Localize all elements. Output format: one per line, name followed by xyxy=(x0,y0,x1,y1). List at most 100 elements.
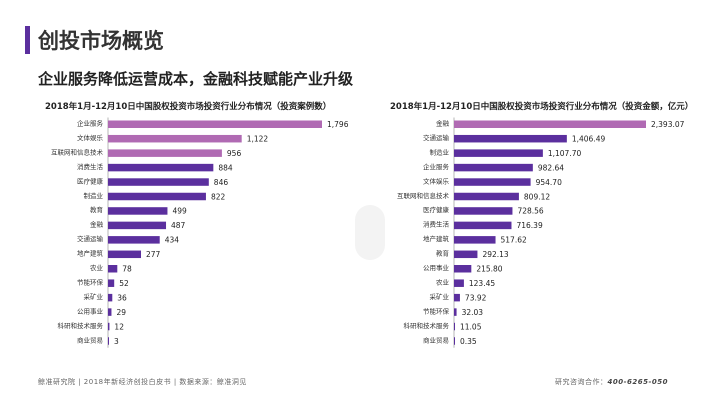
chart-title-cases: 2018年1月-12月10日中国股权投资市场投资行业分布情况（投资案例数） xyxy=(45,102,332,112)
title-accent-bar xyxy=(25,26,30,54)
category-label: 采矿业 xyxy=(84,292,104,301)
value-label: 123.45 xyxy=(469,279,495,288)
footer-phone: 400-6265-050 xyxy=(607,378,669,386)
bar xyxy=(108,308,112,316)
category-label: 互联网和信息技术 xyxy=(397,191,450,200)
value-label: 1,406.49 xyxy=(572,134,606,143)
category-label: 企业服务 xyxy=(423,162,450,171)
value-label: 78 xyxy=(122,265,132,274)
value-label: 2,393.07 xyxy=(651,120,685,129)
bar xyxy=(108,178,209,186)
value-label: 292.13 xyxy=(482,250,508,259)
category-label: 公用事业 xyxy=(77,306,104,315)
bar xyxy=(454,293,460,302)
category-label: 科研和技术服务 xyxy=(404,321,450,330)
category-label: 地产建筑 xyxy=(77,249,104,258)
value-label: 32.03 xyxy=(462,308,484,317)
value-label: 487 xyxy=(171,221,186,230)
bar xyxy=(454,337,455,345)
value-label: 982.64 xyxy=(538,163,564,172)
category-label: 节能环保 xyxy=(423,306,450,315)
category-label: 金融 xyxy=(436,119,450,128)
bar xyxy=(108,279,115,287)
category-label: 采矿业 xyxy=(430,292,450,301)
bar xyxy=(108,207,168,215)
category-label: 医疗健康 xyxy=(423,205,450,214)
value-label: 517.62 xyxy=(501,236,527,245)
value-label: 12 xyxy=(114,322,124,331)
category-label: 科研和技术服务 xyxy=(58,321,104,330)
value-label: 3 xyxy=(114,337,119,346)
bar xyxy=(108,265,118,273)
category-label: 公用事业 xyxy=(423,263,450,272)
bar xyxy=(108,337,109,345)
bar xyxy=(108,120,322,128)
category-label: 企业服务 xyxy=(77,119,104,128)
category-label: 地产建筑 xyxy=(423,234,450,243)
value-label: 1,796 xyxy=(327,120,349,129)
bar xyxy=(108,236,160,244)
category-label: 交通运输 xyxy=(423,133,450,142)
value-label: 954.70 xyxy=(536,178,562,187)
bar xyxy=(454,178,531,186)
value-label: 728.56 xyxy=(517,207,543,216)
category-label: 教育 xyxy=(90,205,104,214)
value-label: 822 xyxy=(211,192,226,201)
value-label: 36 xyxy=(117,293,127,302)
value-label: 29 xyxy=(116,308,126,317)
value-label: 956 xyxy=(227,149,242,158)
category-label: 商业贸易 xyxy=(77,335,103,344)
value-label: 716.39 xyxy=(516,221,542,230)
bar xyxy=(108,322,110,331)
watermark-logo xyxy=(355,205,385,260)
value-label: 1,122 xyxy=(247,134,269,143)
bar xyxy=(108,149,222,157)
bar xyxy=(108,192,206,201)
category-label: 商业贸易 xyxy=(423,335,449,344)
category-label: 文体娱乐 xyxy=(77,133,104,142)
bar xyxy=(108,250,142,259)
category-label: 农业 xyxy=(436,277,450,286)
bar xyxy=(454,265,472,273)
chart-amount: 金融 2,393.07 交通运输 1,406.49 制造业 1,107.70 企业服务 982… xyxy=(397,117,685,348)
chart-cases: 企业服务 1,796 文体娱乐 1,122 互联网和信息技术 956 消费生活 884 医疗健康… xyxy=(51,117,349,348)
bar xyxy=(108,163,214,172)
bar xyxy=(454,250,478,259)
bar xyxy=(108,134,242,143)
value-label: 809.12 xyxy=(524,192,550,201)
footer-contact: 研究咨询合作：400-6265-050 xyxy=(555,377,668,387)
value-label: 1,107.70 xyxy=(548,149,582,158)
bar xyxy=(454,149,543,157)
footer-source: 鲸准研究院 | 2018年新经济创投白皮书 | 数据来源：鲸准洞见 xyxy=(38,378,247,386)
category-label: 金融 xyxy=(90,220,104,229)
bar xyxy=(454,308,457,316)
category-label: 农业 xyxy=(90,263,104,272)
category-label: 节能环保 xyxy=(77,277,104,286)
bar xyxy=(454,134,567,143)
value-label: 52 xyxy=(119,279,129,288)
value-label: 11.05 xyxy=(460,322,482,331)
bar xyxy=(454,221,512,230)
category-label: 互联网和信息技术 xyxy=(51,147,104,156)
bar xyxy=(454,163,533,172)
page-title: 创投市场概览 xyxy=(38,29,164,53)
bar xyxy=(454,207,513,215)
value-label: 0.35 xyxy=(460,337,477,346)
category-label: 消费生活 xyxy=(423,220,450,229)
value-label: 215.80 xyxy=(476,265,502,274)
bar xyxy=(454,322,455,331)
value-label: 884 xyxy=(218,163,233,172)
bar xyxy=(454,279,464,287)
value-label: 277 xyxy=(146,250,161,259)
category-label: 制造业 xyxy=(430,147,450,156)
bar xyxy=(454,192,519,201)
category-label: 教育 xyxy=(436,249,450,258)
category-label: 医疗健康 xyxy=(77,176,104,185)
bar xyxy=(108,221,167,230)
category-label: 文体娱乐 xyxy=(423,176,450,185)
value-label: 499 xyxy=(172,207,187,216)
page-subtitle: 企业服务降低运营成本，金融科技赋能产业升级 xyxy=(38,70,354,88)
value-label: 434 xyxy=(165,236,180,245)
category-label: 制造业 xyxy=(84,191,104,200)
footer-contact-label: 研究咨询合作： xyxy=(555,378,608,386)
